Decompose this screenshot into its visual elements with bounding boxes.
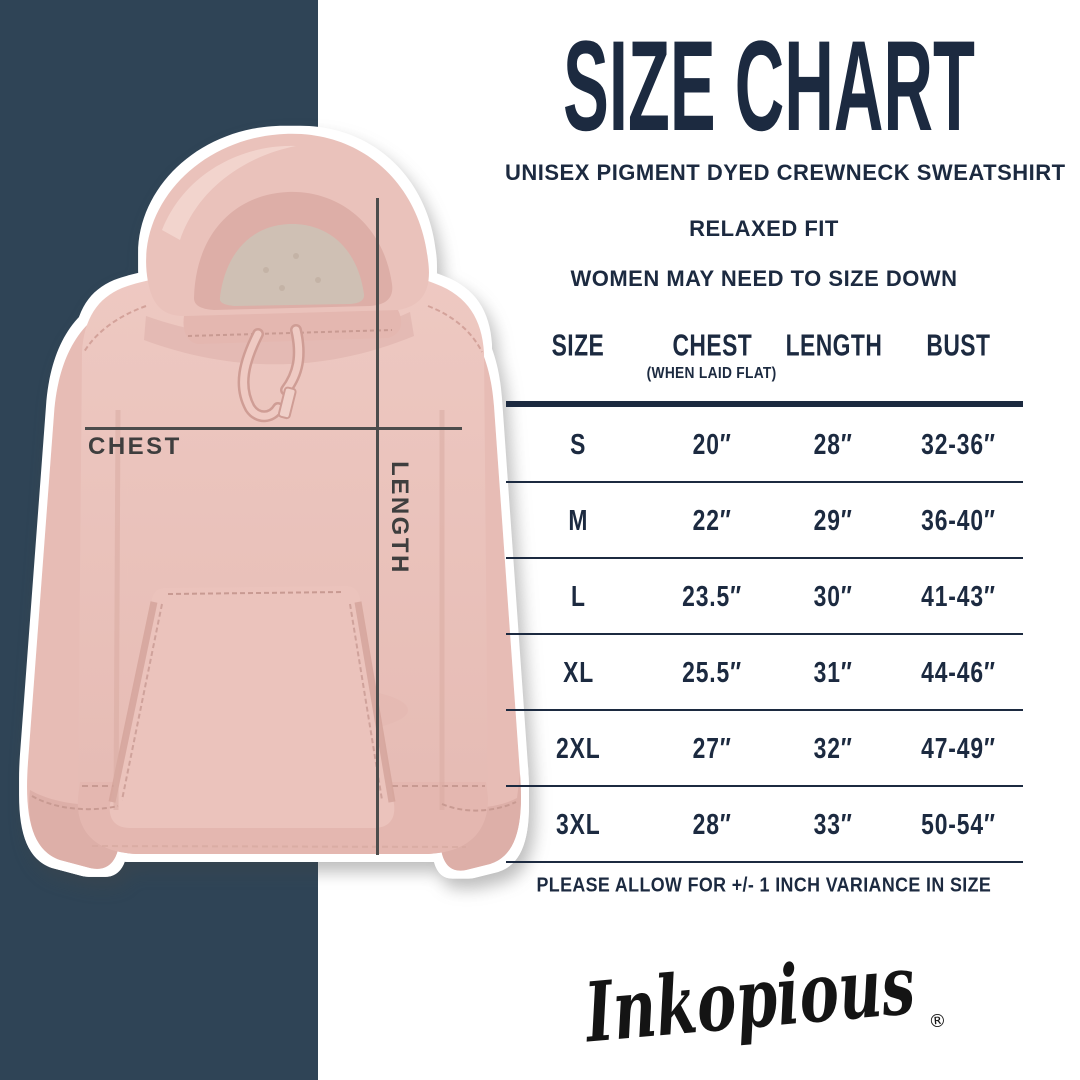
bust-cell: 44-46″ (920, 654, 996, 689)
registered-trademark-icon: ® (928, 1010, 948, 1032)
size-cell: 2XL (556, 730, 601, 765)
length-measure-line (376, 198, 379, 855)
brand-logo-script: Inkopious ® (580, 937, 948, 1062)
table-row: M 22″ 29″ 36-40″ (506, 483, 1023, 559)
page-header: SIZE CHART (505, 13, 1023, 162)
bust-cell: 47-49″ (920, 730, 996, 765)
size-cell: XL (562, 654, 594, 689)
chest-cell: 25.5″ (682, 654, 742, 689)
size-table: SIZE CHEST (WHEN LAID FLAT) LENGTH BUST … (506, 322, 1023, 863)
table-row: XL 25.5″ 31″ 44-46″ (506, 635, 1023, 711)
length-cell: 30″ (813, 578, 854, 613)
subtitle-sizing-tip: WOMEN MAY NEED TO SIZE DOWN (570, 266, 958, 291)
page-title: SIZE CHART (563, 13, 975, 158)
subtitle-fit: RELAXED FIT (689, 216, 839, 241)
hoodie-illustration (27, 133, 521, 871)
hoodie-product-image (0, 110, 556, 890)
chest-cell: 22″ (692, 502, 732, 537)
table-row: 3XL 28″ 33″ 50-54″ (506, 787, 1023, 863)
length-cell: 32″ (813, 730, 854, 765)
header-length: LENGTH (785, 327, 882, 363)
brand-logo: Inkopious ® (505, 930, 1023, 1070)
header-chest-subnote: (WHEN LAID FLAT) (647, 364, 777, 383)
variance-note: PLEASE ALLOW FOR +/- 1 INCH VARIANCE IN … (536, 874, 992, 897)
length-cell: 29″ (813, 502, 854, 537)
table-row: S 20″ 28″ 32-36″ (506, 407, 1023, 483)
header-size: SIZE (552, 327, 605, 363)
hood-lining (219, 224, 365, 306)
size-cell: L (570, 578, 586, 613)
length-cell: 28″ (813, 426, 854, 461)
bust-cell: 50-54″ (920, 806, 996, 841)
chest-cell: 23.5″ (682, 578, 742, 613)
chest-measure-label: CHEST (88, 433, 182, 460)
length-cell: 31″ (813, 654, 854, 689)
header-chest: CHEST (WHEN LAID FLAT) (647, 327, 777, 383)
subtitle-product: UNISEX PIGMENT DYED CREWNECK SWEATSHIRT (505, 160, 1066, 185)
size-cell: S (570, 426, 587, 461)
size-cell: 3XL (556, 806, 601, 841)
length-measure-label: LENGTH (386, 461, 413, 575)
bust-cell: 41-43″ (920, 578, 996, 613)
table-row: 2XL 27″ 32″ 47-49″ (506, 711, 1023, 787)
size-cell: M (568, 502, 589, 537)
bust-cell: 36-40″ (920, 502, 996, 537)
chest-measure-line (85, 427, 462, 430)
chest-cell: 28″ (692, 806, 732, 841)
size-table-header: SIZE CHEST (WHEN LAID FLAT) LENGTH BUST (506, 322, 1023, 407)
length-cell: 33″ (813, 806, 854, 841)
chest-cell: 27″ (692, 730, 732, 765)
bust-cell: 32-36″ (920, 426, 996, 461)
size-table-rows: S 20″ 28″ 32-36″ M 22″ 29″ 36-40″ L 23.5… (506, 407, 1023, 863)
chest-cell: 20″ (692, 426, 732, 461)
brand-logo-text: Inkopious (580, 937, 919, 1062)
header-bust: BUST (926, 327, 991, 363)
table-row: L 23.5″ 30″ 41-43″ (506, 559, 1023, 635)
drawstrings (237, 324, 305, 423)
hoodie-pocket (109, 586, 395, 828)
